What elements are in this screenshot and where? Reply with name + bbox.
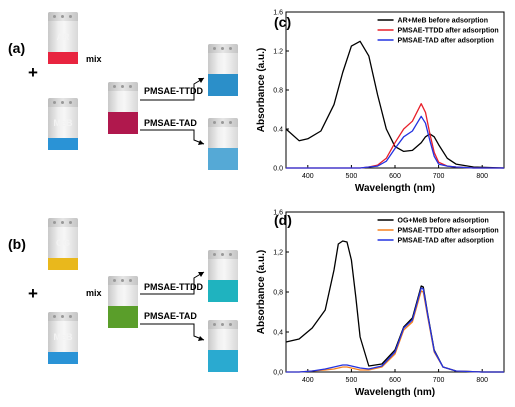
chart-c-x-tick-label: 600 bbox=[389, 173, 401, 180]
meb-solution-b bbox=[48, 352, 78, 364]
chart-d-y-tick-label: 1,6 bbox=[273, 210, 283, 217]
plus-sign-a: + bbox=[28, 63, 38, 82]
vial-mixed-a bbox=[108, 82, 138, 134]
chart-c-series-line-2 bbox=[286, 103, 504, 169]
panel-label-a: (a) bbox=[8, 40, 26, 56]
vial-meb-b: MeB bbox=[48, 312, 78, 364]
vial-ar: AR bbox=[48, 12, 78, 64]
chart-d-series-line-2 bbox=[286, 290, 504, 373]
chart-c-y-tick-label: 1.6 bbox=[273, 10, 283, 17]
chart-d-x-tick-label: 700 bbox=[433, 377, 445, 384]
chart-d-y-tick-label: 0,4 bbox=[273, 330, 283, 337]
chart-c-x-axis-label: Wavelength (nm) bbox=[355, 183, 435, 194]
flow-arrows-b bbox=[140, 271, 205, 341]
flow-arrows-a bbox=[140, 77, 205, 145]
vial-meb-b-label: MeB bbox=[53, 332, 73, 342]
mix-label-a: mix bbox=[86, 54, 102, 64]
chart-c-legend-label-1: AR+MeB before adsorption bbox=[398, 18, 488, 25]
vial-meb-a: MeB bbox=[48, 98, 78, 150]
mixed-solution-a bbox=[108, 112, 138, 134]
chart-c-y-axis-label: Absorbance (a.u.) bbox=[256, 48, 267, 132]
chart-d-x-tick-label: 500 bbox=[346, 377, 358, 384]
vial-ttdd-a bbox=[208, 44, 238, 96]
chart-c-x-tick-label: 700 bbox=[433, 173, 445, 180]
panel-label-c: (c) bbox=[274, 14, 292, 30]
chart-c-series-line-3 bbox=[286, 115, 504, 169]
chart-c-x-tick-label: 400 bbox=[302, 173, 314, 180]
chart-d-x-tick-label: 400 bbox=[302, 377, 314, 384]
tad-result-b bbox=[208, 350, 238, 372]
vial-tad-a bbox=[208, 118, 238, 170]
chart-d-x-tick-label: 600 bbox=[389, 377, 401, 384]
chart-d-x-axis-label: Wavelength (nm) bbox=[355, 387, 435, 398]
chart-d-y-tick-label: 0,8 bbox=[273, 290, 283, 297]
tad-result-a bbox=[208, 148, 238, 170]
chart-d-x-tick-label: 800 bbox=[476, 377, 488, 384]
panel-label-b: (b) bbox=[8, 236, 26, 252]
vial-ttdd-b bbox=[208, 250, 238, 302]
vial-ar-label: AR bbox=[56, 32, 70, 42]
vial-mixed-b bbox=[108, 276, 138, 328]
plus-sign-b: + bbox=[28, 284, 38, 303]
chart-d-y-tick-label: 1,2 bbox=[273, 250, 283, 257]
ttdd-result-b bbox=[208, 280, 238, 302]
meb-solution-a bbox=[48, 138, 78, 150]
chart-d-legend-label-1: OG+MeB before adsorption bbox=[398, 218, 489, 225]
chart-c-plot-frame bbox=[285, 11, 505, 169]
chart-c-y-tick-label: 0.0 bbox=[273, 166, 283, 173]
chart-d-legend-label-2: PMSAE-TTDD after adsorption bbox=[398, 228, 499, 235]
ar-solution bbox=[48, 52, 78, 64]
adsorbent1-label-a: PMSAE-TTDD bbox=[144, 86, 203, 96]
chart-d-y-tick-label: 0,0 bbox=[273, 370, 283, 377]
vial-og-label: OG bbox=[55, 238, 70, 248]
mix-label-b: mix bbox=[86, 288, 102, 298]
og-solution bbox=[48, 258, 78, 270]
chart-c-x-tick-label: 800 bbox=[476, 173, 488, 180]
adsorbent2-label-b: PMSAE-TAD bbox=[144, 311, 197, 321]
absorbance-chart-c: 400 500 600 700 800 0.0 0.4 0.8 1.2 1.6 Wavelength… bbox=[256, 10, 505, 194]
chart-c-legend-label-2: PMSAE-TTDD after adsorption bbox=[398, 28, 499, 35]
mixed-solution-b bbox=[108, 306, 138, 328]
chart-c-series-line-1 bbox=[285, 40, 505, 169]
vial-og: OG bbox=[48, 218, 78, 270]
chart-d-series-line-3 bbox=[286, 287, 504, 373]
chart-d-plot-frame bbox=[285, 211, 505, 373]
chart-d-y-axis-label: Absorbance (a.u.) bbox=[256, 250, 267, 334]
chart-c-y-tick-label: 0.4 bbox=[273, 127, 283, 134]
chart-c-legend-label-3: PMSAE-TAD after adsorption bbox=[398, 38, 494, 45]
panel-label-d: (d) bbox=[274, 212, 292, 228]
ttdd-result-a bbox=[208, 74, 238, 96]
adsorbent2-label-a: PMSAE-TAD bbox=[144, 118, 197, 128]
chart-d-legend-label-3: PMSAE-TAD after adsorption bbox=[398, 238, 494, 245]
chart-c-y-tick-label: 1.2 bbox=[273, 49, 283, 56]
absorbance-chart-d: 400 500 600 700 800 0,0 0,4 0,8 1,2 1,6 Wavelength… bbox=[256, 210, 505, 398]
vial-meb-a-label: MeB bbox=[53, 118, 73, 128]
adsorbent1-label-b: PMSAE-TTDD bbox=[144, 282, 203, 292]
chart-c-y-tick-label: 0.8 bbox=[273, 88, 283, 95]
vial-tad-b bbox=[208, 320, 238, 372]
chart-c-x-tick-label: 500 bbox=[346, 173, 358, 180]
